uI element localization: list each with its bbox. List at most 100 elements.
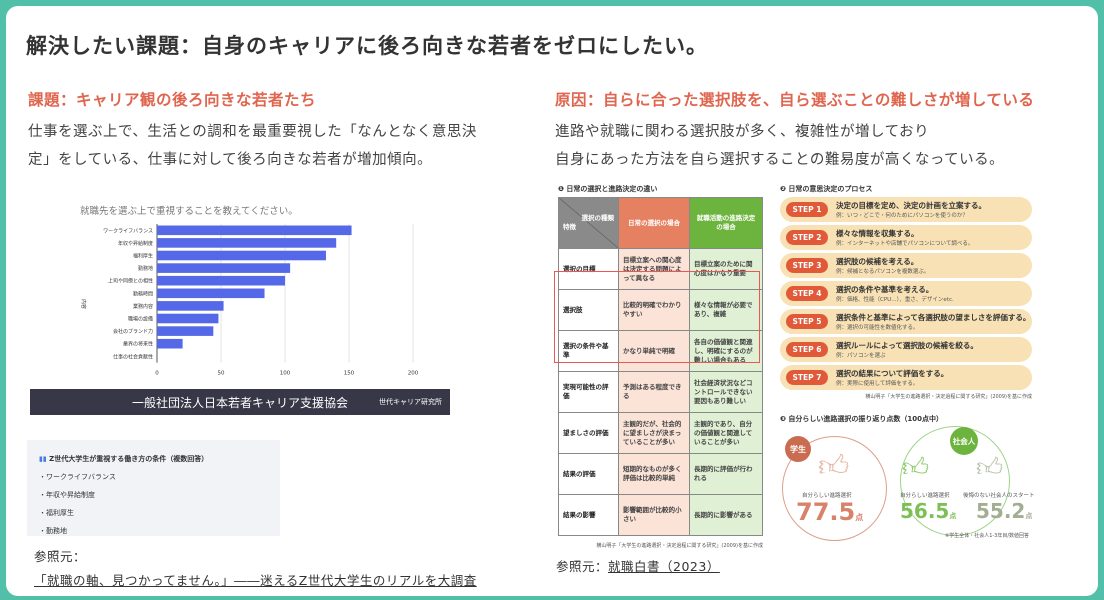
banner-text: 一般社団法人日本若者キャリア支援協会 bbox=[131, 395, 348, 410]
summary-box: ▮▮ Z世代大学生が重視する働き方の条件（複数回答） ・ワークライフバランス ・… bbox=[27, 440, 280, 536]
summary-item: ・福利厚生 bbox=[39, 509, 74, 517]
banner-logo: 世代キャリア研究所 bbox=[379, 398, 442, 406]
worker-circle bbox=[900, 426, 1010, 536]
table-cell: 望ましさの評価 bbox=[558, 412, 619, 454]
bar bbox=[157, 301, 224, 311]
right-body-line: 進路や就職に関わる選択肢が多く、複雑性が増しており bbox=[555, 124, 930, 140]
y-tick-label: 勤務地 bbox=[138, 265, 153, 272]
table-cell: 選択の条件や基準 bbox=[558, 330, 619, 372]
table-cell: 社会経済状況などコントロールできない要因もあり難しい bbox=[689, 371, 763, 413]
highlight-box bbox=[554, 271, 760, 363]
right-ref-label: 参照元： bbox=[556, 559, 609, 574]
table-cell: 長期的に影響がある bbox=[689, 494, 763, 536]
table-cell: 長期的に評価が行われる bbox=[689, 453, 763, 495]
step-main: 選択肢の候補を考える。 bbox=[836, 257, 919, 266]
thumbs-up-icon: 👍︎ bbox=[902, 453, 930, 483]
process-figure: ❷ 日常の意思決定のプロセス STEP 1 決定の目標を定め、決定の計画を立案する… bbox=[780, 184, 1032, 400]
step-example: 例：インターネットや店舗でパソコンについて調べる。 bbox=[836, 241, 974, 247]
step-badge: STEP 4 bbox=[786, 286, 828, 301]
table-cell: 目標立案のために関心度はかなり重要 bbox=[689, 248, 763, 290]
right-body: 進路や就職に関わる選択肢が多く、複雑性が増しており 自身にあった方法を自ら選択す… bbox=[555, 118, 1004, 174]
right-body-line: 自身にあった方法を自ら選択することの難易度が高くなっている。 bbox=[555, 152, 1005, 168]
summary-title-text: Z世代大学生が重視する働き方の条件（複数回答） bbox=[49, 455, 209, 463]
bar bbox=[157, 313, 219, 324]
worker-score2: 55.2点 bbox=[976, 499, 1032, 523]
banner: 一般社団法人日本若者キャリア支援協会 世代キャリア研究所 bbox=[30, 389, 450, 415]
page-title: 解決したい課題：自身のキャリアに後ろ向きな若者をゼロにしたい。 bbox=[26, 34, 708, 58]
chart-title: 就職先を選ぶ上で重視することを教えてください。 bbox=[80, 205, 298, 217]
bar bbox=[157, 338, 183, 349]
step-badge: STEP 2 bbox=[786, 230, 828, 245]
table-row: 選択の目標 目標立案への関心度は決定する問題によって異なる 目標立案のために関心度は… bbox=[558, 248, 763, 290]
table-cell: 選択肢 bbox=[558, 289, 619, 331]
table-cell: 比較的明確でわかりやすい bbox=[618, 289, 690, 331]
table-row: 選択の条件や基準 かなり単純で明確 各自の価値観と関連し、明確にするのが難しい場合も… bbox=[558, 330, 763, 372]
step-item: STEP 7 選択の結果について評価をする。 例：実際に使用して評価をする。 bbox=[780, 365, 1032, 390]
worker-score2-value: 55.2 bbox=[976, 499, 1026, 523]
bar bbox=[157, 263, 291, 273]
x-tick-label: 0 bbox=[155, 371, 159, 377]
col-header-career: 就職活動の進路決定の場合 bbox=[689, 197, 763, 249]
x-tick-label: 200 bbox=[408, 371, 419, 377]
x-tick-label: 50 bbox=[218, 371, 225, 377]
table-cell: 様々な情報が必要であり、複雑 bbox=[689, 289, 763, 331]
table-cell: 主観的であり、自分の価値観と関連していることが多い bbox=[689, 412, 763, 454]
left-heading: 課題：キャリア観の後ろ向きな若者たち bbox=[28, 91, 317, 109]
worker-score-value: 56.5 bbox=[900, 499, 950, 523]
step-example: 例：いつ・どこで・何のためにパソコンを使うのか？ bbox=[836, 213, 968, 219]
table-cell: かなり単純で明確 bbox=[618, 330, 690, 372]
y-tick-label: 年収や昇給制度 bbox=[118, 240, 153, 247]
score-unit: 点 bbox=[1025, 512, 1033, 520]
y-tick-label: 福利厚生 bbox=[133, 253, 153, 260]
step-main: 選択の条件や基準を考える。 bbox=[836, 285, 934, 294]
summary-item: ・ワークライフバランス bbox=[39, 473, 116, 481]
step-item: STEP 5 選択条件と基準によって各選択肢の望ましさを評価する。 例：選択の可能性… bbox=[780, 309, 1032, 334]
table-cell: 予測はある程度できる bbox=[618, 371, 690, 413]
left-ref-link[interactable]: 「就職の軸、見つかってません。」――迷えるZ世代大学生のリアルを大調査 bbox=[34, 573, 477, 588]
corner-top: 選択の種類 bbox=[581, 214, 615, 222]
x-tick-label: 150 bbox=[344, 371, 355, 377]
y-axis-label: 内容 bbox=[80, 299, 87, 309]
step-example: 例：候補となるパソコンを複数選ぶ。 bbox=[836, 269, 930, 275]
left-body-line: 仕事を選ぶ上で、生活との調和を最重要視した「なんとなく意思決 bbox=[28, 124, 477, 140]
chart-icon: ▮▮ bbox=[39, 455, 50, 463]
right-ref-link[interactable]: 就職白書（2023） bbox=[608, 559, 720, 574]
y-tick-label: 勤務時間 bbox=[133, 290, 153, 297]
table-cell: 実現可能性の評価 bbox=[558, 371, 619, 413]
step-item: STEP 1 決定の目標を定め、決定の計画を立案する。 例：いつ・どこで・何のために… bbox=[780, 197, 1032, 222]
step-main: 決定の目標を定め、決定の計画を立案する。 bbox=[836, 201, 986, 210]
student-badge: 学生 bbox=[785, 436, 811, 462]
col-header-daily: 日常の選択の場合 bbox=[618, 197, 690, 249]
x-tick-label: 100 bbox=[280, 371, 291, 377]
left-ref-label: 参照元： bbox=[34, 549, 87, 564]
table-row: 結果の影響 影響範囲が比較的小さい 長期的に影響がある bbox=[558, 494, 763, 536]
table-cell: 主観的だが、社会的に望ましさが決まっていることが多い bbox=[618, 412, 690, 454]
step-main: 選択条件と基準によって各選択肢の望ましさを評価する。 bbox=[836, 313, 1031, 322]
table-row: 選択肢 比較的明確でわかりやすい 様々な情報が必要であり、複雑 bbox=[558, 289, 763, 331]
score-unit: 点 bbox=[949, 512, 957, 520]
y-tick-label: 仕事の社会貢献性 bbox=[113, 353, 153, 360]
worker-label: 自分らしい進路選択 bbox=[900, 493, 950, 499]
bar bbox=[157, 288, 265, 299]
worker-score: 56.5点 bbox=[900, 499, 956, 523]
steps-source: 横山明子「大学生の進路選択・決定過程に関する研究」(2009)を基に作成 bbox=[865, 394, 1032, 400]
thumbs-up-icon: 👍︎ bbox=[818, 449, 850, 484]
step-item: STEP 2 様々な情報を収集する。 例：インターネットや店舗でパソコンについて調べ… bbox=[780, 225, 1032, 250]
table-row: 実現可能性の評価 予測はある程度できる 社会経済状況などコントロールできない要因もあ… bbox=[558, 371, 763, 413]
student-score-value: 77.5 bbox=[796, 498, 856, 526]
table-cell: 選択の目標 bbox=[558, 248, 619, 290]
step-main: 選択の結果について評価をする。 bbox=[836, 369, 949, 378]
score-unit: 点 bbox=[855, 513, 864, 522]
bar bbox=[157, 250, 326, 261]
points-note: ※学生全体・社会人1-3年目/数値回答 bbox=[945, 533, 1030, 539]
right-heading: 原因：自らに合った選択肢を、自ら選ぶことの難しさが増している bbox=[555, 91, 1035, 109]
step-badge: STEP 6 bbox=[786, 342, 828, 357]
step-example: 例：選択の可能性を数値化する。 bbox=[836, 325, 919, 331]
left-body-line: 定」をしている、仕事に対して後ろ向きな若者が増加傾向。 bbox=[28, 152, 433, 168]
bar bbox=[157, 275, 285, 286]
comparison-table-figure: ❶ 日常の選択と進路決定の違い 選択の種類 特徴 日常の選択の場合 就職活動の進路… bbox=[554, 184, 763, 549]
table-cell: 目標立案への関心度は決定する問題によって異なる bbox=[618, 248, 690, 290]
table-cell: 影響範囲が比較的小さい bbox=[618, 494, 690, 536]
summary-item: ・年収や昇給制度 bbox=[39, 491, 95, 499]
step-item: STEP 3 選択肢の候補を考える。 例：候補となるパソコンを複数選ぶ。 bbox=[780, 253, 1032, 278]
